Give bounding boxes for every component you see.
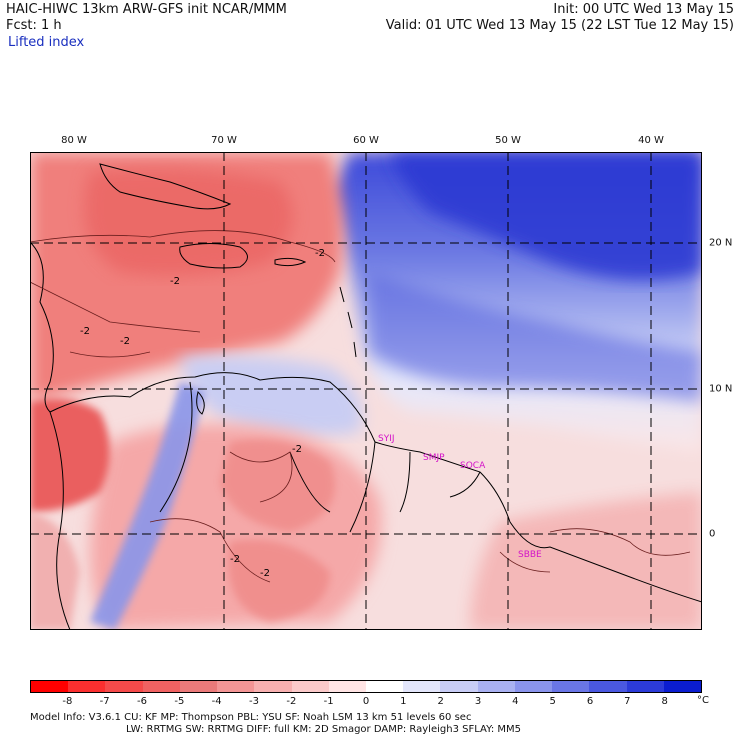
colorbar-cell (179, 681, 218, 692)
colorbar-cell (514, 681, 553, 692)
station-label: SBBE (518, 550, 542, 560)
caribbean-warm-core (84, 168, 293, 276)
colorbar-cell (365, 681, 404, 692)
colorbar-cell (328, 681, 366, 692)
lon-label: 70 W (211, 135, 237, 146)
amazon-warm-patch (228, 540, 330, 622)
colorbar-tick-label: -7 (99, 696, 110, 707)
andes-stable-streak (90, 382, 205, 630)
lat-label: 10 N (709, 383, 733, 395)
colorbar-tick-label: -3 (249, 696, 259, 707)
contour-label: -2 (120, 336, 130, 347)
map-frame (30, 152, 702, 630)
lifted-index-map: -2 -2 -2 -2 -2 -2 -2 SYIJ SMJP SOCA SBBE (30, 152, 702, 630)
colorbar-cell (552, 681, 590, 692)
footer-model-info-line2: LW: RRTMG SW: RRTMG DIFF: full KM: 2D Sm… (126, 724, 522, 735)
colorbar-tick-label: -8 (62, 696, 73, 707)
colorbar-tick-label: 0 (362, 696, 370, 707)
colorbar-cell (477, 681, 515, 692)
colorbar-tick-label: 1 (400, 696, 407, 707)
colorbar-cell (31, 681, 69, 692)
lat-label: 20 N (709, 237, 733, 249)
colorbar-tick-label: 4 (512, 696, 519, 707)
lat-lon-grid (30, 152, 702, 630)
central-caribbean-cool (180, 355, 362, 436)
colorbar-cell (626, 681, 664, 692)
colorbar (30, 680, 702, 693)
colorbar-tick-label: -2 (286, 696, 297, 707)
colorbar-tick-label: -6 (137, 696, 147, 707)
colorbar-cell (663, 681, 701, 692)
colorbar-tick-label: 5 (549, 696, 556, 707)
pacific-cool (30, 512, 80, 630)
contour-label: -2 (292, 444, 302, 455)
colorbar-cell (105, 681, 143, 692)
colorbar-cell (254, 681, 292, 692)
contour-label: -2 (170, 276, 180, 287)
venezuela-warm-patch (220, 439, 335, 532)
contour-label: -2 (230, 554, 240, 565)
atlantic-deep-blue (390, 152, 702, 280)
header-init-time: Init: 00 UTC Wed 13 May 15 (553, 2, 734, 17)
contour-label: -2 (260, 568, 270, 579)
colorbar-cell (589, 681, 627, 692)
lon-label: 60 W (353, 135, 379, 146)
pacific-warm (30, 398, 110, 512)
colorbar-tick-label: 6 (586, 696, 594, 707)
colorbar-tick-label: 8 (661, 696, 668, 707)
colorbar-cell (217, 681, 255, 692)
colorbar-tick-label: 2 (437, 696, 444, 707)
lon-label: 50 W (495, 135, 521, 146)
contour-label: -2 (80, 326, 90, 337)
contour-label: -2 (315, 248, 325, 259)
lifted-index-contours (30, 230, 691, 583)
colorbar-unit: °C (697, 695, 709, 706)
lat-label: 0 (709, 528, 716, 540)
colorbar-cell (291, 681, 329, 692)
coastlines (30, 163, 702, 630)
header-forecast-hour: Fcst: 1 h (6, 18, 62, 33)
colorbar-tick-label: -4 (211, 696, 222, 707)
lon-label: 40 W (638, 135, 664, 146)
footer-model-info-line1: Model Info: V3.6.1 CU: KF MP: Thompson P… (30, 712, 472, 723)
header-valid-time: Valid: 01 UTC Wed 13 May 15 (22 LST Tue … (385, 18, 734, 33)
colorbar-tick-label: -1 (323, 696, 334, 707)
atlantic-mid-blue (370, 272, 702, 402)
field-name: Lifted index (8, 35, 85, 50)
colorbar-tick-label: 3 (474, 696, 482, 707)
colorbar-tick-label: 7 (624, 696, 631, 707)
colorbar-cell (403, 681, 441, 692)
lon-label: 80 W (61, 135, 87, 146)
header-model-title: HAIC-HIWC 13km ARW-GFS init NCAR/MMM (6, 2, 287, 17)
colorbar-cell (68, 681, 106, 692)
station-label: SOCA (460, 461, 486, 471)
station-label: SMJP (423, 453, 445, 463)
station-label: SYIJ (378, 434, 395, 444)
colorbar-cell (142, 681, 180, 692)
colorbar-tick-label: -5 (174, 696, 185, 707)
colorbar-cell (440, 681, 478, 692)
